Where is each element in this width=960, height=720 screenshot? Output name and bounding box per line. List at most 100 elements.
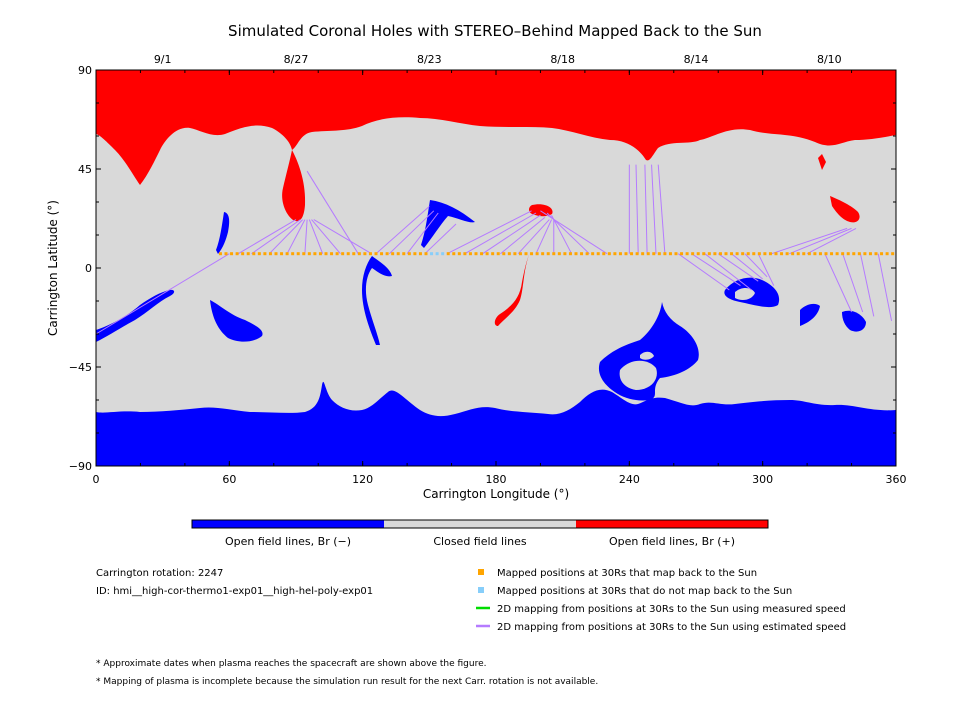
field-line xyxy=(388,210,435,255)
mapped-point xyxy=(607,252,611,256)
mapped-point xyxy=(785,252,789,256)
top-date-label: 8/23 xyxy=(417,53,442,66)
mapped-point xyxy=(863,252,867,256)
mapped-point xyxy=(263,252,267,256)
mapped-point xyxy=(324,252,328,256)
x-tick-label: 300 xyxy=(752,473,773,486)
field-line xyxy=(237,219,297,255)
mapped-point xyxy=(468,252,472,256)
mapped-point xyxy=(752,252,756,256)
legend-estimated-label: 2D mapping from positions at 30Rs to the… xyxy=(497,622,846,633)
mapped-point xyxy=(424,252,428,256)
mapped-point xyxy=(835,252,839,256)
mapped-point xyxy=(680,252,684,256)
legend-unmapped-swatch xyxy=(478,587,484,593)
colorbar-closed xyxy=(384,520,576,528)
mapped-point xyxy=(446,252,450,256)
mapped-point xyxy=(563,252,567,256)
mapped-point xyxy=(407,252,411,256)
field-line xyxy=(806,227,857,255)
mapped-point xyxy=(335,252,339,256)
field-line xyxy=(644,164,648,254)
x-tick-label: 240 xyxy=(619,473,640,486)
mapped-point xyxy=(413,252,417,256)
mapped-point xyxy=(352,252,356,256)
axes: 0 60 120 180 240 300 360 90 45 0 −45 −90 9/1 8/27 8/23… xyxy=(69,53,907,486)
north-positive-polar-region xyxy=(96,70,896,185)
negative-hole-60 xyxy=(216,212,230,254)
mapped-point xyxy=(713,252,717,256)
mapped-point xyxy=(868,252,872,256)
mapped-point xyxy=(480,252,484,256)
field-line xyxy=(731,253,763,280)
mapped-point xyxy=(363,252,367,256)
mapped-point xyxy=(268,252,272,256)
legend: Mapped positions at 30Rs that map back t… xyxy=(476,568,846,633)
field-line xyxy=(424,223,457,255)
field-line xyxy=(877,253,893,321)
negative-hole-120 xyxy=(362,256,392,345)
legend-mapped-swatch xyxy=(478,569,484,575)
mapped-point xyxy=(641,252,645,256)
mapped-point xyxy=(357,252,361,256)
field-line xyxy=(744,253,768,278)
x-tick-label: 120 xyxy=(352,473,373,486)
mapped-point xyxy=(630,252,634,256)
mapped-point xyxy=(557,252,561,256)
mapped-point xyxy=(813,252,817,256)
mapped-point xyxy=(874,252,878,256)
mapped-point xyxy=(330,252,334,256)
negative-hole-320 xyxy=(800,303,820,326)
closed-island-2 xyxy=(735,287,755,301)
field-line xyxy=(313,219,372,255)
field-line xyxy=(771,227,848,255)
field-line xyxy=(842,253,864,313)
y-axis-label: Carrington Latitude (°) xyxy=(46,200,60,336)
mapped-point xyxy=(224,252,228,256)
field-line xyxy=(517,219,550,255)
mapped-point xyxy=(774,252,778,256)
mapped-point xyxy=(663,252,667,256)
mapped-point xyxy=(457,252,461,256)
mapped-point xyxy=(380,252,384,256)
positive-hole-338 xyxy=(830,196,860,223)
field-line xyxy=(251,219,301,255)
mapped-point xyxy=(702,252,706,256)
mapped-point xyxy=(218,252,222,256)
chart-title: Simulated Coronal Holes with STEREO–Behi… xyxy=(228,22,762,40)
colorbar-negative-label: Open field lines, Br (−) xyxy=(225,535,351,548)
mapped-point xyxy=(591,252,595,256)
mapped-point xyxy=(568,252,572,256)
colorbar: Open field lines, Br (−) Closed field li… xyxy=(191,519,769,548)
mapped-point xyxy=(318,252,322,256)
mapped-point xyxy=(885,252,889,256)
mapped-point xyxy=(846,252,850,256)
field-line xyxy=(535,219,553,254)
mapped-point xyxy=(730,252,734,256)
mapped-point xyxy=(580,252,584,256)
mapped-point xyxy=(718,252,722,256)
mapped-point xyxy=(285,252,289,256)
mapped-point xyxy=(652,252,656,256)
note-incomplete: * Mapping of plasma is incomplete becaus… xyxy=(96,677,598,687)
mapped-point xyxy=(552,252,556,256)
field-lines xyxy=(95,164,897,335)
mapped-point xyxy=(230,252,234,256)
colorbar-positive xyxy=(576,520,768,528)
negative-hole-62 xyxy=(210,300,263,342)
top-date-label: 8/27 xyxy=(284,53,309,66)
mapped-point xyxy=(368,252,372,256)
mapped-point xyxy=(385,252,389,256)
field-line xyxy=(704,253,752,291)
mapped-point xyxy=(296,252,300,256)
mapped-point xyxy=(291,252,295,256)
x-tick-label: 60 xyxy=(222,473,236,486)
field-line xyxy=(406,212,439,255)
legend-mapped-label: Mapped positions at 30Rs that map back t… xyxy=(497,568,757,579)
legend-measured-label: 2D mapping from positions at 30Rs to the… xyxy=(497,604,846,615)
mapped-point xyxy=(596,252,600,256)
colorbar-negative xyxy=(192,520,384,528)
x-tick-label: 360 xyxy=(886,473,907,486)
field-line xyxy=(635,164,639,254)
